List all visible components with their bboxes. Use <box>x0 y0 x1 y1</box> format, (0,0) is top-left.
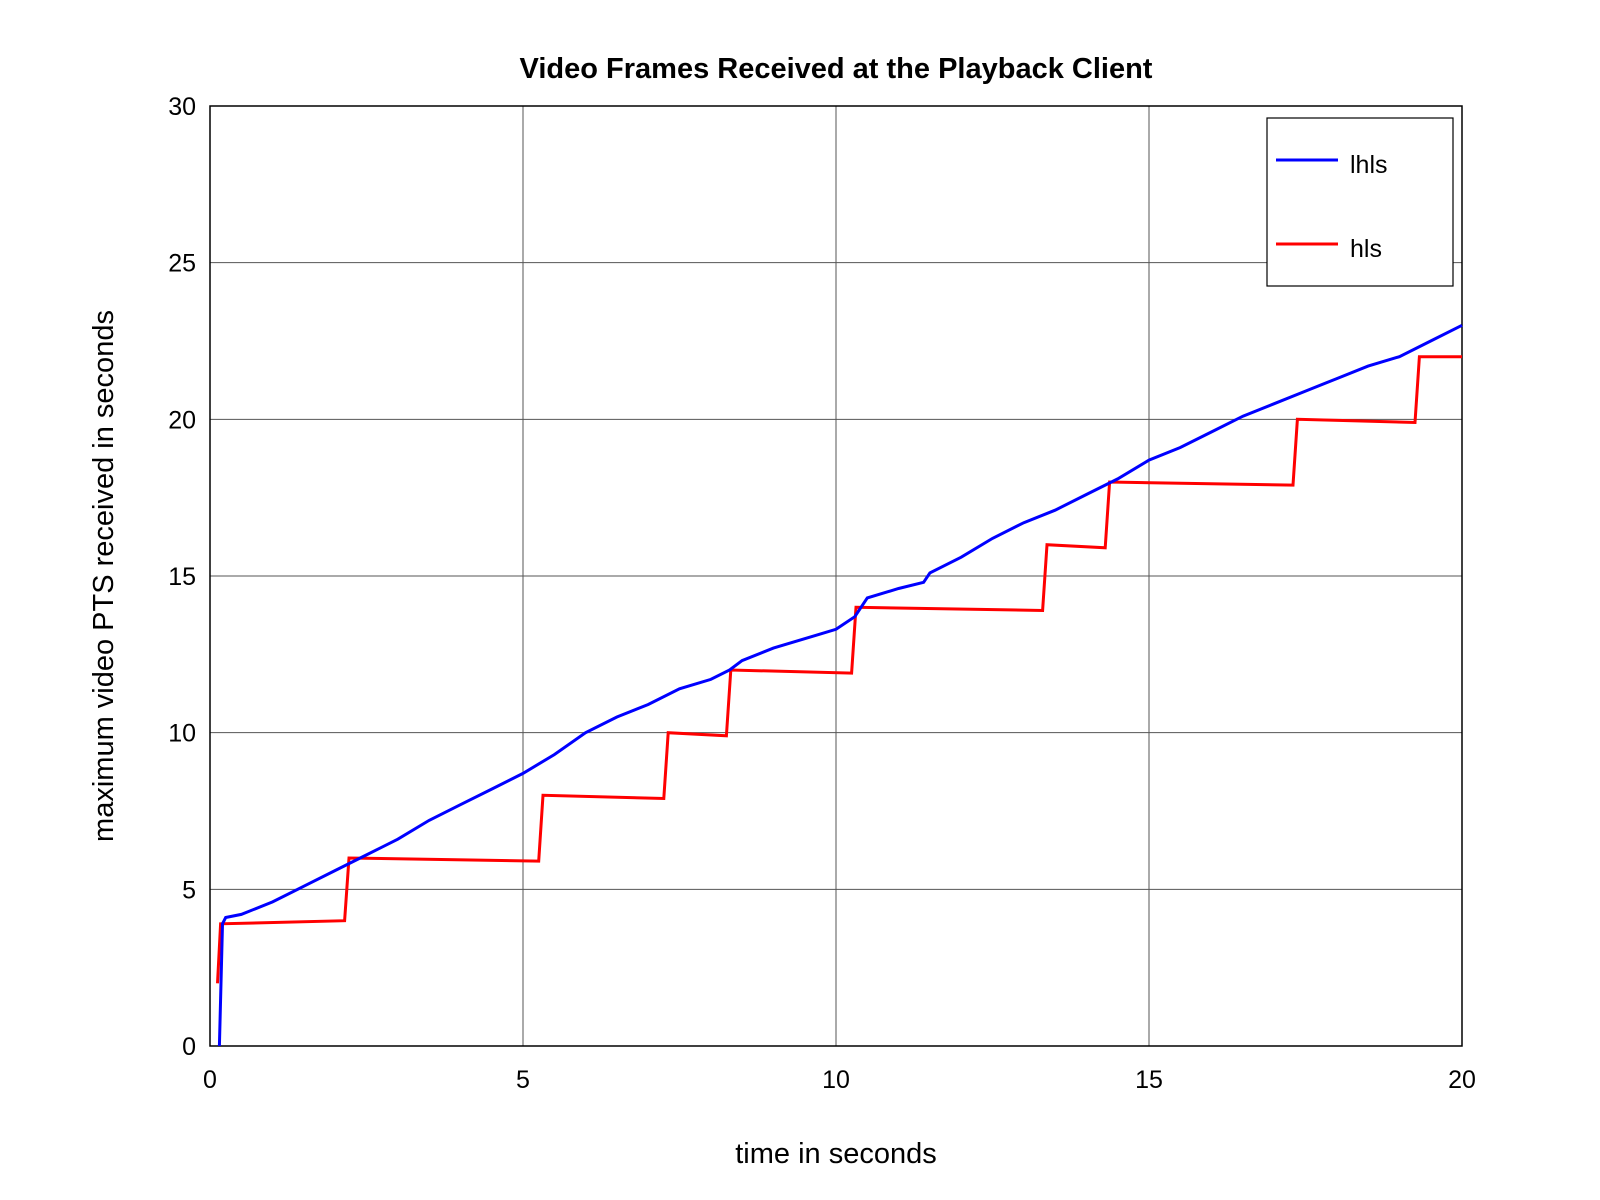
x-tick-label: 5 <box>516 1066 530 1094</box>
series-layer <box>216 323 1463 1047</box>
chart-title: Video Frames Received at the Playback Cl… <box>520 53 1153 85</box>
x-axis-ticks: 0 5 10 15 20 <box>203 1066 1476 1094</box>
y-axis-label: maximum video PTS received in seconds <box>88 310 120 842</box>
series-line-lhls <box>217 323 1463 1047</box>
x-tick-label: 0 <box>203 1066 217 1094</box>
y-tick-label: 25 <box>168 250 196 278</box>
y-axis-ticks: 0 5 10 15 20 25 30 <box>168 93 196 1061</box>
x-tick-label: 10 <box>822 1066 850 1094</box>
x-axis-label: time in seconds <box>735 1138 937 1170</box>
legend-label-lhls: lhls <box>1350 151 1388 179</box>
legend: lhls hls <box>1266 117 1454 287</box>
y-tick-label: 0 <box>182 1033 196 1061</box>
grid <box>210 106 1462 1046</box>
y-tick-label: 10 <box>168 720 196 748</box>
series-line-hls <box>216 355 1462 984</box>
y-tick-label: 30 <box>168 93 196 121</box>
y-tick-label: 5 <box>182 876 196 904</box>
legend-box <box>1266 117 1454 287</box>
y-tick-label: 15 <box>168 563 196 591</box>
plot-frame <box>209 105 1463 1047</box>
legend-label-hls: hls <box>1350 235 1382 263</box>
y-tick-label: 20 <box>168 406 196 434</box>
x-tick-label: 15 <box>1135 1066 1163 1094</box>
x-tick-label: 20 <box>1448 1066 1476 1094</box>
